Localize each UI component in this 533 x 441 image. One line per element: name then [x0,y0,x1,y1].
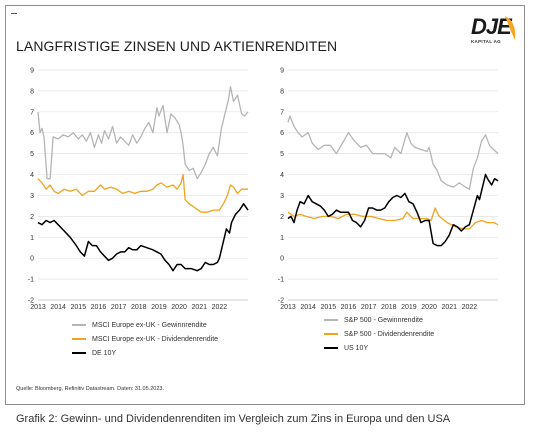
figure-caption: Grafik 2: Gewinn- und Dividendenrenditen… [16,413,451,425]
legend-label: S&P 500 - Dividendenrendite [344,330,435,338]
y-tick-label: 6 [280,130,284,137]
y-tick-label: 1 [30,235,34,242]
x-tick-label: 2021 [441,304,457,310]
legend-item: US 10Y [324,341,434,355]
y-tick-label: 2 [30,214,34,221]
legend-item: MSCI Europe ex-UK - Gewinnrendite [72,318,218,332]
dje-logo: DJE KAPITAL AG [471,14,521,54]
corner-mark [11,13,17,14]
y-tick-label: 9 [30,68,34,75]
y-tick-label: -1 [278,277,284,284]
series-line-1 [37,173,248,213]
legend-usa: S&P 500 - Gewinnrendite S&P 500 - Divide… [324,313,434,355]
y-tick-label: 4 [280,172,284,179]
logo-sail-icon [505,16,516,40]
y-tick-label: 9 [280,68,284,75]
page-title: LANGFRISTIGE ZINSEN UND AKTIENRENDITEN [16,38,338,54]
y-tick-label: 8 [30,88,34,95]
legend-item: MSCI Europe ex-UK - Dividendenrendite [72,332,218,346]
y-tick-label: -1 [28,277,34,284]
legend-swatch [324,347,338,349]
y-tick-label: 5 [30,151,34,158]
x-tick-label: 2014 [50,304,66,310]
x-tick-label: 2022 [212,304,228,310]
chart-frame [5,5,525,405]
x-tick-label: 2013 [280,304,296,310]
x-tick-label: 2016 [341,304,357,310]
series-line-1 [287,207,499,230]
y-tick-label: 0 [30,256,34,263]
legend-item: DE 10Y [72,346,218,360]
x-tick-label: 2014 [300,304,316,310]
x-tick-label: 2013 [30,304,46,310]
x-tick-label: 2015 [321,304,337,310]
x-tick-label: 2020 [421,304,437,310]
y-tick-label: 4 [30,172,34,179]
legend-item: S&P 500 - Gewinnrendite [324,313,434,327]
legend-label: MSCI Europe ex-UK - Dividendenrendite [92,335,219,343]
logo-wordmark: DJE [471,14,512,39]
series-line-2 [37,203,249,272]
x-tick-label: 2021 [191,304,207,310]
legend-swatch [72,338,86,340]
legend-label: DE 10Y [92,349,117,357]
legend-swatch [324,319,338,321]
legend-europe: MSCI Europe ex-UK - Gewinnrendite MSCI E… [72,318,218,360]
chart-europe-svg: -2 -1 0 1 2 3 4 5 6 7 8 9 2013 2014 2015 2016 2017 2018 20… [28,68,249,310]
y-tick-label: 7 [280,109,284,116]
y-tick-label: -2 [278,298,284,305]
y-tick-label: 6 [30,130,34,137]
x-tick-label: 2019 [151,304,167,310]
y-tick-label: 0 [280,256,284,263]
source-note: Quelle: Bloomberg, Refinitiv Datastream.… [16,386,164,392]
legend-swatch [72,352,86,354]
x-tick-label: 2018 [131,304,147,310]
y-tick-label: 7 [30,109,34,116]
x-tick-label: 2015 [71,304,87,310]
legend-label: US 10Y [344,344,369,352]
y-tick-label: 1 [280,235,284,242]
series-line-2 [287,173,499,247]
legend-label: MSCI Europe ex-UK - Gewinnrendite [92,321,207,329]
y-tick-label: 3 [280,193,284,200]
x-tick-label: 2022 [462,304,478,310]
legend-item: S&P 500 - Dividendenrendite [324,327,434,341]
legend-label: S&P 500 - Gewinnrendite [344,316,423,324]
chart-europe: -2 -1 0 1 2 3 4 5 6 7 8 9 2013 2014 2015 2016 2017 2018 20… [18,60,258,310]
y-tick-label: 3 [30,193,34,200]
legend-swatch [324,333,338,335]
y-tick-label: 8 [280,88,284,95]
series-line-0 [37,86,249,180]
x-tick-label: 2018 [381,304,397,310]
chart-usa-svg: -2 -1 0 1 2 3 4 5 6 7 8 9 2013 2014 2015 2016 2017 2018 20… [278,68,499,310]
y-tick-label: 2 [280,214,284,221]
x-tick-label: 2017 [361,304,377,310]
y-tick-label: -2 [28,298,34,305]
y-tick-label: 5 [280,151,284,158]
series-line-0 [287,115,499,190]
x-tick-label: 2019 [401,304,417,310]
x-tick-label: 2020 [171,304,187,310]
x-tick-label: 2017 [111,304,127,310]
logo-subtitle: KAPITAL AG [471,39,501,44]
legend-swatch [72,324,86,326]
x-tick-label: 2016 [91,304,107,310]
chart-usa: -2 -1 0 1 2 3 4 5 6 7 8 9 2013 2014 2015 2016 2017 2018 20… [268,60,508,310]
